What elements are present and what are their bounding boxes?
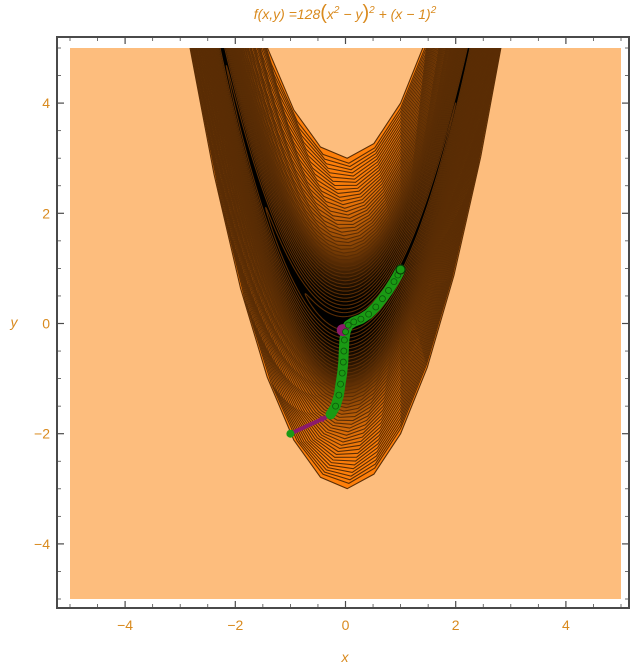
y-tick-label: 0	[42, 316, 50, 332]
x-tick-label: 2	[452, 617, 460, 633]
first-step-point	[326, 410, 335, 419]
start-point	[286, 429, 295, 438]
path-point	[340, 336, 348, 344]
path-point	[372, 303, 380, 311]
x-tick-label: 4	[562, 617, 570, 633]
contour-line	[219, 48, 474, 343]
x-tick-label: −4	[117, 617, 133, 633]
contour-line	[217, 48, 475, 350]
path-point	[365, 310, 373, 318]
x-tick-label: −2	[227, 617, 243, 633]
axis-ticks	[57, 37, 629, 608]
contour-line	[218, 48, 474, 346]
path-point	[342, 328, 349, 336]
contour-line	[216, 48, 476, 353]
path-point	[385, 287, 392, 294]
path-point	[350, 318, 358, 326]
first-step-arrowhead	[319, 416, 328, 423]
first-step-arrow	[288, 415, 328, 436]
path-point	[379, 295, 386, 303]
path-point	[339, 358, 347, 366]
y-tick-label: −4	[34, 536, 50, 552]
plot-frame	[56, 36, 630, 609]
path-point	[340, 347, 348, 355]
y-tick-label: 2	[42, 205, 50, 221]
y-tick-label: −2	[34, 426, 50, 442]
path-point	[332, 402, 339, 410]
x-tick-label: 0	[342, 617, 350, 633]
path-point	[337, 380, 344, 388]
y-tick-label: 4	[42, 95, 50, 111]
path-point	[335, 391, 343, 399]
contour-line	[304, 48, 471, 331]
path-point	[338, 369, 346, 377]
x-axis-label: x	[341, 649, 350, 665]
chart-title: f(x,y) =128(x2 − y)2 + (x − 1)2	[254, 2, 437, 24]
contour-line	[225, 48, 473, 339]
path-point	[357, 315, 365, 323]
contour-line	[265, 48, 472, 335]
path-point	[390, 278, 398, 286]
path-point	[344, 321, 352, 329]
tick-labels: −4 −2 0 2 4 −4 −2 0 2 4	[34, 95, 570, 633]
end-point	[395, 264, 406, 275]
y-axis-label: y	[10, 314, 19, 330]
optimization-path	[286, 264, 406, 438]
